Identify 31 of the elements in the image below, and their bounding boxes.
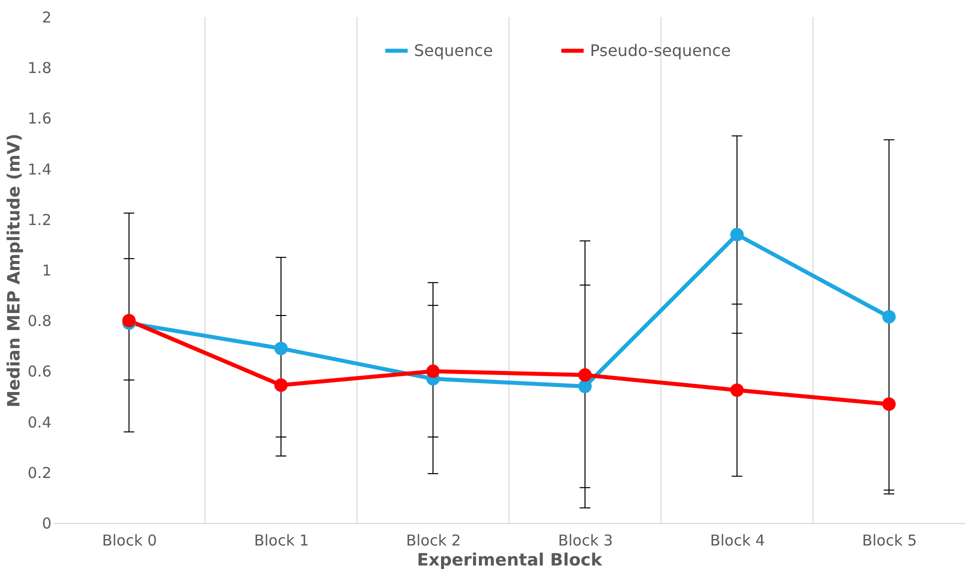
point	[730, 228, 744, 242]
y-tick-label: 1.4	[28, 160, 52, 178]
x-tick-label: Block 3	[558, 532, 613, 550]
y-tick-label: 1.6	[28, 110, 52, 128]
x-tick-label: Block 5	[862, 532, 917, 550]
point	[274, 378, 288, 392]
y-tick-label: 0.4	[28, 413, 52, 432]
legend-label: Pseudo-sequence	[590, 40, 731, 60]
point	[426, 364, 440, 378]
point	[730, 383, 744, 397]
x-tick-label: Block 2	[406, 532, 461, 550]
point	[578, 380, 592, 394]
y-tick-label: 1	[42, 262, 52, 280]
point	[882, 310, 896, 324]
x-tick-label: Block 4	[710, 532, 765, 550]
point	[882, 397, 896, 411]
y-tick-label: 0.8	[28, 312, 52, 330]
x-axis-title: Experimental Block	[416, 550, 603, 570]
y-tick-label: 1.2	[28, 210, 52, 229]
y-tick-label: 0.2	[28, 464, 52, 482]
y-tick-label: 0.6	[28, 362, 52, 381]
point	[274, 342, 288, 356]
point	[122, 314, 136, 328]
x-tick-label: Block 1	[254, 532, 309, 550]
x-tick-label: Block 0	[102, 532, 157, 550]
y-tick-label: 0	[42, 514, 52, 532]
y-tick-label: 2	[42, 8, 52, 26]
legend-label: Sequence	[414, 40, 493, 60]
point	[578, 368, 592, 382]
y-axis-title: Median MEP Amplitude (mV)	[4, 134, 25, 408]
y-tick-label: 1.8	[28, 59, 52, 78]
